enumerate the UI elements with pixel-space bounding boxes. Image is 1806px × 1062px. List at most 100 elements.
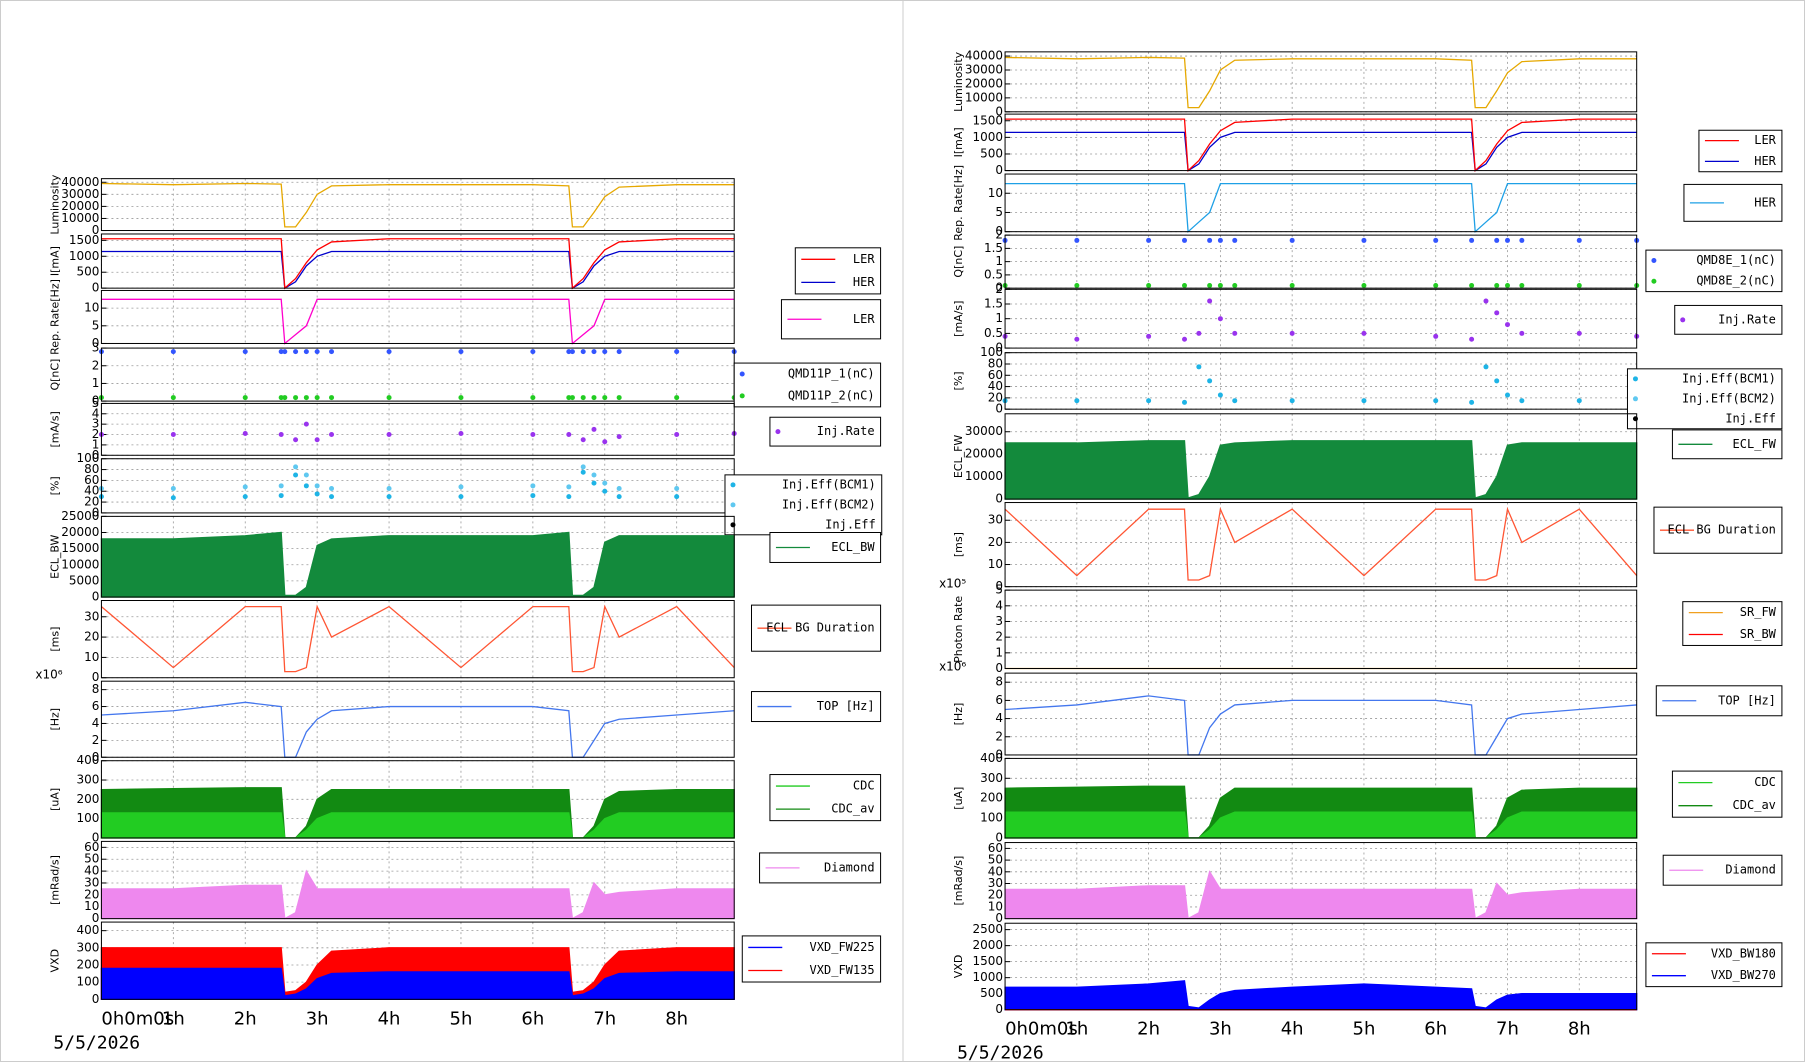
legend-label: CDC_av (1733, 798, 1776, 812)
legend-box (769, 532, 882, 563)
legend-label: QMD11P_1(nC) (788, 367, 875, 381)
panel: 0 100 200 300 400 [uA] CDC CDC_av (48, 753, 882, 844)
y-axis-label: Luminosity (48, 174, 61, 234)
y-tick-label: 300 (77, 940, 100, 954)
panel: 0 10 20 30 [ms] ECL BG Duration (48, 600, 882, 684)
panel: 00.511.52Q[nC] QMD8E_1(nC)QMD8E_2(nC) (952, 228, 1783, 295)
x-tick-label: 2h (234, 1008, 257, 1029)
legend-label: QMD8E_1(nC) (1696, 253, 1775, 267)
plot-frame (1004, 922, 1638, 1011)
x-tick-label: 0h0m0s (1005, 1019, 1078, 1040)
y-tick-label: 1.5 (984, 241, 1003, 255)
data-point (1232, 282, 1238, 288)
y-axis-label: Luminosity (952, 51, 965, 111)
data-point (293, 437, 299, 443)
x-tick-label: 1h (1065, 1019, 1088, 1040)
y-tick-label: 500 (980, 146, 1003, 160)
data-point (1074, 237, 1080, 243)
y-tick-label: 20000 (965, 447, 1003, 461)
data-point (1483, 364, 1489, 370)
y-axis-label: [mA/s] (48, 411, 61, 447)
data-point (1182, 282, 1188, 288)
y-tick-label: 30 (988, 876, 1003, 890)
data-point (1146, 398, 1152, 404)
y-tick-label: 10 (988, 186, 1003, 200)
data-point (1433, 333, 1439, 339)
legend-box (769, 774, 882, 822)
data-point (386, 494, 392, 500)
y-tick-label: 0 (92, 911, 100, 925)
data-point (303, 349, 309, 355)
y-axis-label: Photon Rate (952, 596, 965, 663)
line (1005, 131, 1637, 172)
data-point (591, 395, 597, 401)
x-tick-label: 0h0m0s (101, 1008, 174, 1029)
data-point (303, 483, 309, 489)
data-point (580, 437, 586, 443)
data-point (1289, 282, 1295, 288)
data-point (580, 395, 586, 401)
data-point (1494, 282, 1500, 288)
data-point (1494, 310, 1500, 316)
y-axis-label: [mA/s] (952, 301, 965, 337)
plot-frame (100, 680, 735, 758)
y-axis-label: VXD (952, 955, 965, 979)
y-tick-label: 0 (92, 394, 100, 408)
data-point (1182, 336, 1188, 342)
x-tick-label: 4h (1281, 1019, 1304, 1040)
data-point (616, 395, 622, 401)
y-tick-label: 2 (995, 282, 1003, 296)
y-tick-label: 6 (92, 699, 100, 713)
y-tick-label: 20 (84, 630, 99, 644)
legend-marker (1632, 416, 1638, 422)
y-tick-label: 10 (988, 899, 1003, 913)
y-tick-label: 5000 (69, 573, 100, 587)
legend-label: LER (1754, 133, 1776, 147)
y-axis-label: Q[nC] (952, 246, 965, 278)
data-point (1433, 282, 1439, 288)
y-tick-label: 0 (92, 336, 100, 350)
y-tick-label: 100 (77, 451, 100, 465)
y-tick-label: 40 (84, 864, 99, 878)
legend-label: Inj.Eff(BCM2) (782, 497, 876, 511)
y-tick-label: 0 (92, 590, 100, 604)
panel: 0 5 10 Rep. Rate[Hz] LER (48, 279, 882, 355)
data-point (1483, 298, 1489, 304)
y-tick-label: 0 (92, 448, 100, 462)
y-tick-label: 1500 (69, 233, 100, 247)
data-point (1232, 237, 1238, 243)
data-point (303, 395, 309, 401)
y-axis-label: I[mA] (48, 246, 61, 276)
data-point (458, 395, 464, 401)
y-tick-label: 20 (988, 390, 1003, 404)
legend-label: HER (853, 275, 875, 289)
data-point (530, 432, 536, 438)
data-point (591, 472, 597, 478)
area (1004, 870, 1638, 920)
data-point (1207, 298, 1213, 304)
legend-box (724, 474, 883, 536)
data-point (1217, 282, 1223, 288)
line (101, 250, 735, 290)
data-point (566, 432, 572, 438)
data-point (1361, 330, 1367, 336)
y-tick-label: 2 (92, 427, 100, 441)
legend-label: CDC (853, 779, 875, 793)
y-tick-label: 1 (92, 437, 100, 451)
y-axis-label: [mRad/s] (48, 855, 61, 905)
data-point (530, 483, 536, 489)
y-tick-label: 100 (77, 811, 100, 825)
y-tick-label: 2 (92, 733, 100, 747)
y-tick-label: 5 (92, 396, 100, 410)
legend-label: Inj.Rate (1718, 312, 1776, 326)
y-axis-label: ECL_BW (48, 534, 61, 578)
y-tick-label: 0 (995, 104, 1003, 118)
y-tick-label: 2 (995, 630, 1003, 644)
legend-label: Inj.Eff (825, 517, 876, 531)
plot-frame (1004, 51, 1638, 113)
data-point (616, 434, 622, 440)
legend-label: Diamond (1725, 863, 1776, 877)
